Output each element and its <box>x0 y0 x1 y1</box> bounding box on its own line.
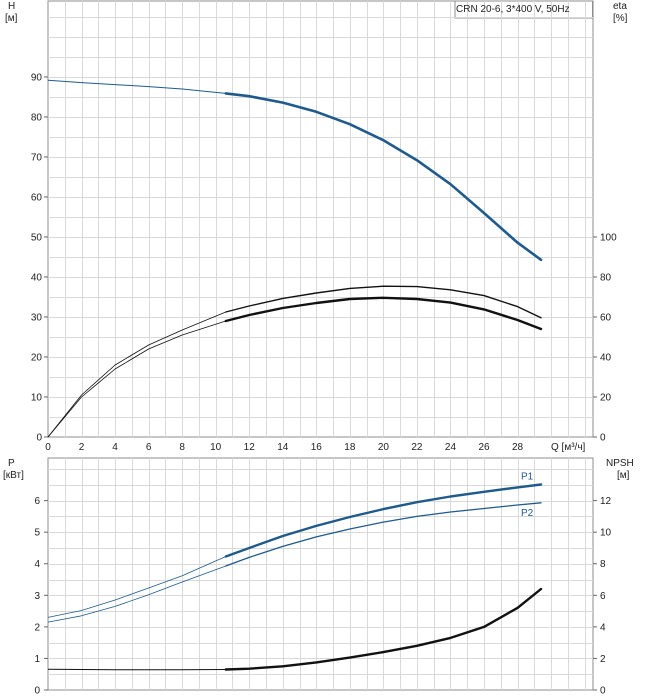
npsh-tick-label: 12 <box>600 496 612 507</box>
eta-curve-2-operating <box>225 285 542 319</box>
series-label-p1: P1 <box>521 472 534 483</box>
x-tick-label: 20 <box>378 442 390 453</box>
x-tick-label: 10 <box>210 442 222 453</box>
npsh-curve-extrapolated <box>47 668 226 671</box>
x-tick-label: 2 <box>79 442 85 453</box>
x-tick-label: 4 <box>112 442 118 453</box>
y-right-axis-label: eta <box>613 1 627 12</box>
p2-curve-operating <box>225 502 542 567</box>
npsh-tick-label: 8 <box>600 559 606 570</box>
x-tick-label: 0 <box>45 442 51 453</box>
y-left-tick-label: 60 <box>31 193 43 204</box>
power-tick-label: 0 <box>34 686 40 697</box>
x-tick-label: 18 <box>344 442 356 453</box>
y-left-tick-label: 30 <box>31 313 43 324</box>
npsh-tick-label: 6 <box>600 591 606 602</box>
y-right-tick-label: 20 <box>600 393 612 404</box>
npsh-tick-label: 2 <box>600 654 606 665</box>
top-plot-frame <box>47 0 594 438</box>
npsh-tick-label: 0 <box>600 686 606 697</box>
y-left-tick-label: 20 <box>31 353 43 364</box>
power-axis-unit: [кВт] <box>3 470 24 481</box>
x-tick-label: 28 <box>512 442 524 453</box>
head-curve-extrapolated <box>47 79 226 94</box>
x-tick-label: 6 <box>146 442 152 453</box>
power-tick-label: 3 <box>34 591 40 602</box>
npsh-tick-label: 10 <box>600 528 612 539</box>
power-tick-label: 1 <box>34 654 40 665</box>
series-label-p2: P2 <box>521 508 534 519</box>
npsh-axis-unit: [м] <box>617 470 630 481</box>
y-right-axis-unit: [%] <box>613 13 628 24</box>
eta-curve-1-operating <box>224 296 543 331</box>
x-tick-label: 24 <box>445 442 457 453</box>
labels: H [м] eta [%] Q [м³/ч] CRN 20-6, 3*400 V… <box>3 1 634 697</box>
npsh-curve-operating <box>224 587 543 671</box>
model-label: CRN 20-6, 3*400 V, 50Hz <box>456 4 570 15</box>
x-tick-label: 14 <box>277 442 289 453</box>
eta-curve-2-extrapolated <box>47 311 226 438</box>
x-tick-label: 16 <box>311 442 323 453</box>
y-right-tick-label: 0 <box>600 433 606 444</box>
p1-curve-extrapolated <box>47 556 226 618</box>
x-tick-label: 8 <box>179 442 185 453</box>
power-axis-label: P <box>8 458 15 469</box>
y-left-tick-label: 70 <box>31 153 43 164</box>
x-axis-label: Q [м³/ч] <box>551 442 586 453</box>
y-right-tick-label: 100 <box>600 233 617 244</box>
power-tick-label: 5 <box>34 528 40 539</box>
power-tick-label: 6 <box>34 496 40 507</box>
npsh-axis-label: NPSH <box>606 458 634 469</box>
y-right-tick-label: 80 <box>600 273 612 284</box>
x-tick-label: 26 <box>478 442 490 453</box>
y-left-tick-label: 50 <box>31 233 43 244</box>
y-left-axis-label: H <box>8 1 15 12</box>
p2-curve-extrapolated <box>47 565 226 623</box>
y-left-axis-unit: [м] <box>5 13 18 24</box>
p1-curve-operating <box>224 483 543 558</box>
y-right-tick-label: 40 <box>600 353 612 364</box>
npsh-tick-label: 4 <box>600 622 606 633</box>
y-left-tick-label: 80 <box>31 113 43 124</box>
bottom-plot-frame <box>47 457 594 691</box>
y-left-tick-label: 0 <box>36 433 42 444</box>
plot-backgrounds <box>47 0 594 691</box>
eta-curve-1-extrapolated <box>47 320 226 438</box>
y-left-tick-label: 90 <box>31 73 43 84</box>
y-right-tick-label: 60 <box>600 313 612 324</box>
power-tick-label: 4 <box>34 559 40 570</box>
x-tick-label: 22 <box>411 442 423 453</box>
y-left-tick-label: 40 <box>31 273 43 284</box>
head-curve-operating <box>224 92 543 262</box>
power-tick-label: 2 <box>34 622 40 633</box>
curves <box>47 79 543 671</box>
x-tick-label: 12 <box>244 442 256 453</box>
y-left-tick-label: 10 <box>31 393 43 404</box>
gridlines <box>44 1 597 691</box>
